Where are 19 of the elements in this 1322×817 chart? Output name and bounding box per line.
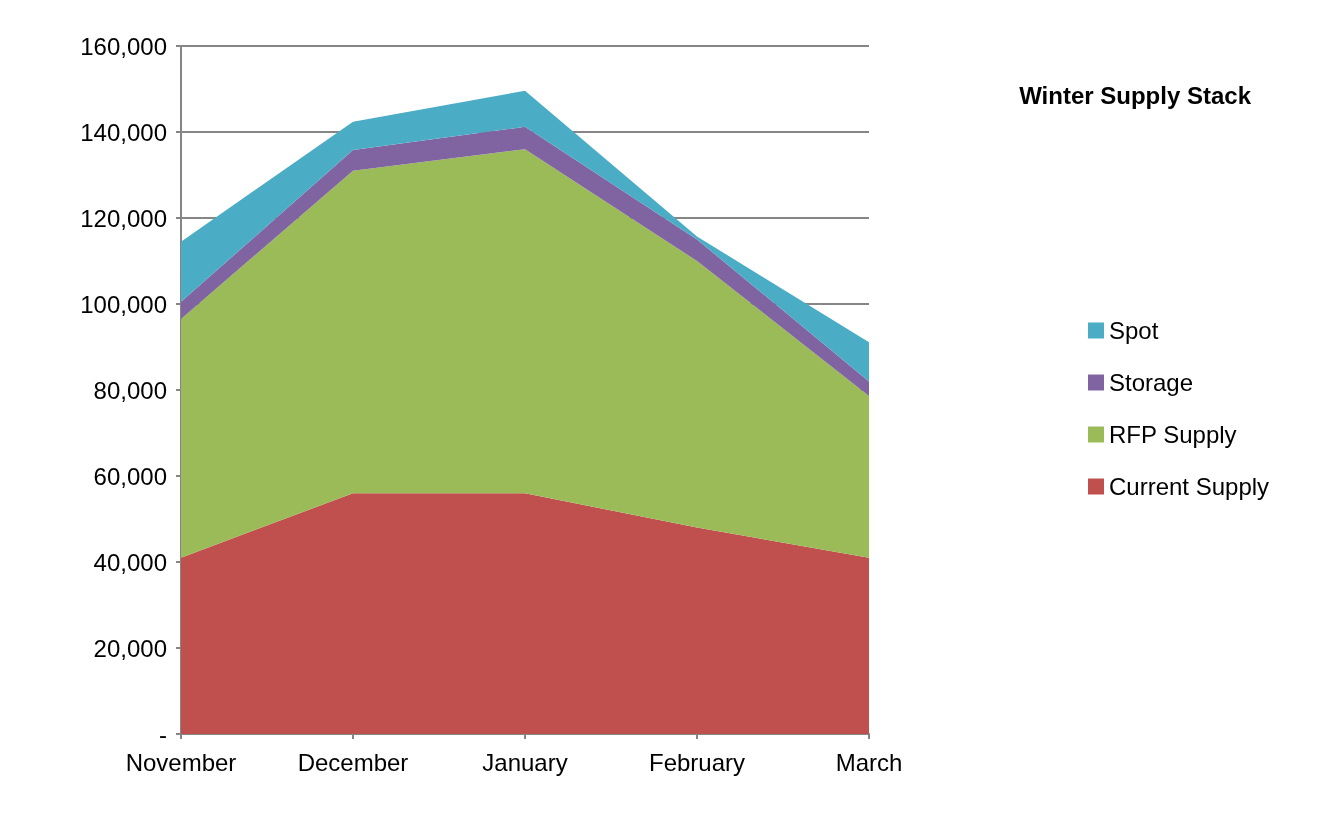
x-tick-label: November	[125, 748, 237, 776]
text: Winter Supply Stack	[1019, 81, 1252, 109]
x-tick-label: December	[297, 748, 409, 776]
y-tick-label: 160,000	[80, 32, 167, 60]
x-tick-label: January	[482, 748, 568, 776]
y-tick-label: 140,000	[80, 118, 167, 146]
y-tick-label: 80,000	[93, 376, 167, 404]
legend-label: Spot	[1109, 317, 1159, 344]
y-tick-label: 120,000	[80, 204, 167, 232]
x-tick-label: February	[648, 748, 746, 776]
x-tick-label: March	[835, 748, 903, 776]
legend-label: Storage	[1109, 369, 1194, 396]
y-tick-label: 20,000	[93, 634, 167, 662]
y-tick-label: 100,000	[80, 290, 167, 318]
y-tick-label: 40,000	[93, 548, 167, 576]
legend-label: RFP Supply	[1109, 421, 1237, 448]
legend-label: Current Supply	[1109, 473, 1270, 500]
y-tick-label: -	[159, 720, 167, 748]
y-tick-label: 60,000	[93, 462, 167, 490]
